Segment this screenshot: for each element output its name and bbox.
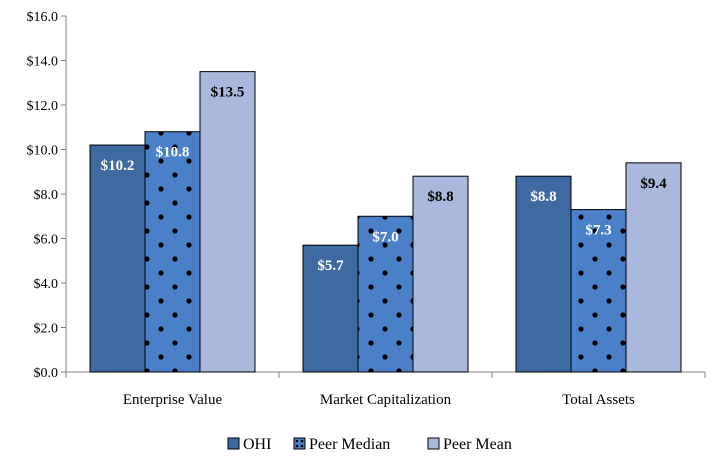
data-labels: $10.2 $5.7 $8.8 $10.8 $7.0 $7.3 $13.5 $8.8 $9.4 xyxy=(101,85,668,275)
bar-peer-median xyxy=(357,215,414,373)
data-label: $5.7 xyxy=(317,258,344,274)
y-tick-label: $14.0 xyxy=(27,55,59,70)
bar-ohi xyxy=(515,175,572,373)
legend-swatch xyxy=(227,437,240,450)
data-label: $13.5 xyxy=(211,85,245,101)
legend-label: Peer Mean xyxy=(443,436,512,453)
bar-ohi xyxy=(302,244,359,373)
data-label: $10.8 xyxy=(156,145,190,161)
legend-swatch-dot xyxy=(295,439,299,443)
axes: $0.0 $2.0 $4.0 $6.0 $8.0 $10.0 $12.0 $14.0 $16.0… xyxy=(27,10,706,408)
legend-swatch-dot xyxy=(300,439,304,443)
y-tick-label: $8.0 xyxy=(34,188,59,203)
x-category-label: Market Capitalization xyxy=(320,392,452,408)
y-tick-label: $12.0 xyxy=(27,99,59,114)
legend-swatch-dot xyxy=(295,444,299,448)
x-category-label: Enterprise Value xyxy=(123,392,223,408)
data-label: $7.0 xyxy=(372,229,398,245)
legend-swatch xyxy=(427,437,440,450)
data-label: $8.8 xyxy=(427,189,453,205)
bar-peer-mean xyxy=(625,162,682,373)
data-label: $10.2 xyxy=(101,158,135,174)
data-label: $9.4 xyxy=(640,176,667,192)
x-category-label: Total Assets xyxy=(562,392,635,408)
bar-peer-mean xyxy=(412,175,469,373)
legend-swatch-dot xyxy=(300,444,304,448)
data-label: $7.3 xyxy=(585,223,611,239)
y-tick-label: $0.0 xyxy=(34,366,59,381)
y-tick-label: $10.0 xyxy=(27,144,59,159)
y-tick-label: $4.0 xyxy=(34,277,59,292)
data-label: $8.8 xyxy=(530,189,556,205)
bars xyxy=(89,71,682,373)
y-tick-label: $6.0 xyxy=(34,233,59,248)
bar-peer-median xyxy=(144,131,201,373)
y-tick-label: $2.0 xyxy=(34,322,59,337)
bar-peer-mean xyxy=(199,71,256,373)
legend-label: Peer Median xyxy=(309,436,390,453)
legend-label: OHI xyxy=(243,436,271,453)
legend-swatch xyxy=(293,437,306,450)
legend: OHI Peer Median Peer Mean xyxy=(227,436,512,453)
y-tick-label: $16.0 xyxy=(27,10,59,25)
bar-ohi xyxy=(89,144,146,373)
